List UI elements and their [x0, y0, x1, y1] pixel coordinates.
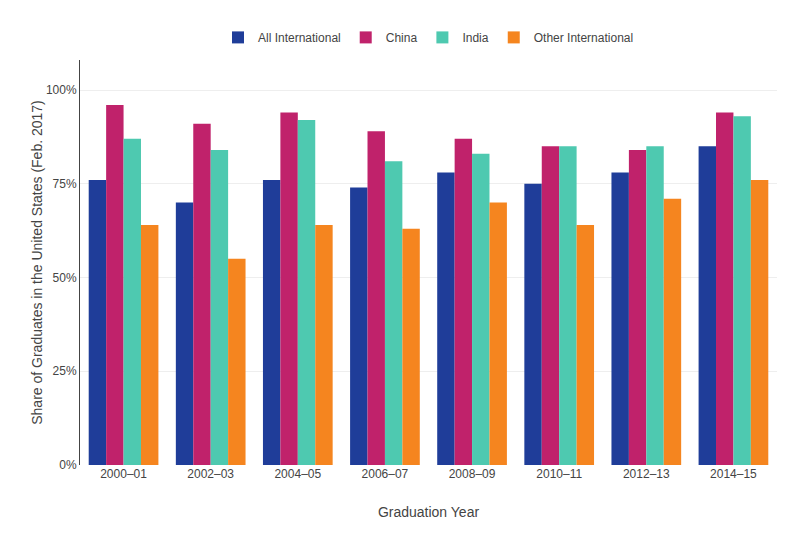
svg-text:China: China	[386, 31, 418, 45]
svg-text:0%: 0%	[59, 458, 77, 472]
svg-text:2000–01: 2000–01	[100, 467, 147, 481]
svg-text:2002–03: 2002–03	[187, 467, 234, 481]
svg-text:2014–15: 2014–15	[710, 467, 757, 481]
svg-text:2008–09: 2008–09	[449, 467, 496, 481]
svg-text:2004–05: 2004–05	[274, 467, 321, 481]
svg-text:25%: 25%	[53, 364, 77, 378]
svg-text:Other International: Other International	[534, 31, 633, 45]
svg-text:2012–13: 2012–13	[623, 467, 670, 481]
svg-text:2006–07: 2006–07	[362, 467, 409, 481]
svg-text:All International: All International	[258, 31, 341, 45]
svg-text:Graduation Year: Graduation Year	[378, 504, 480, 520]
svg-text:75%: 75%	[53, 177, 77, 191]
svg-text:Share of Graduates in the Unit: Share of Graduates in the United States …	[29, 100, 45, 425]
svg-text:100%: 100%	[46, 83, 77, 97]
svg-text:2010–11: 2010–11	[536, 467, 582, 481]
svg-text:50%: 50%	[53, 271, 77, 285]
svg-text:India: India	[462, 31, 488, 45]
